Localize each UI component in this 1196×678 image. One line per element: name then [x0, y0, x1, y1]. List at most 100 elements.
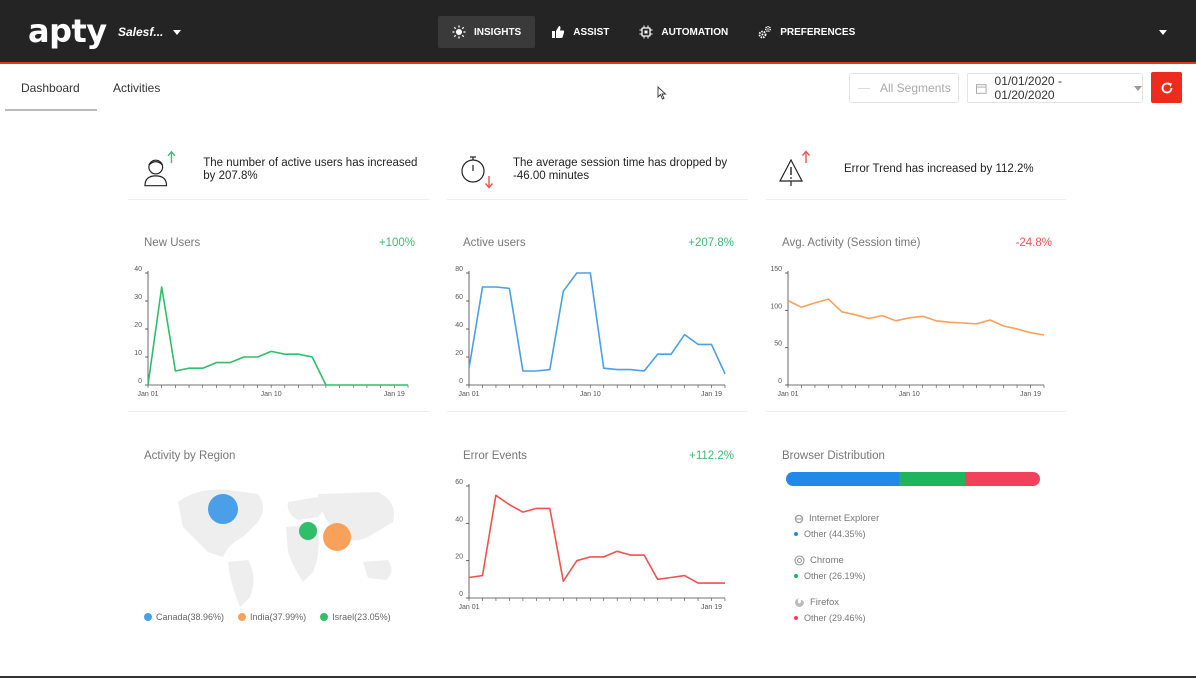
insight-session-time: The average session time has dropped by … [447, 140, 748, 200]
refresh-button[interactable] [1151, 72, 1182, 103]
tab-activities[interactable]: Activities [113, 81, 161, 95]
region-bubbles [208, 494, 351, 551]
warning-icon [779, 149, 811, 186]
nav-preferences[interactable]: PREFERENCES [744, 16, 869, 48]
browser-name: Chrome [810, 555, 844, 566]
nav-insights-label: INSIGHTS [474, 26, 522, 38]
user-menu-chevron-icon[interactable] [1159, 30, 1167, 35]
legend-dot [144, 613, 152, 621]
x-tick-label: Jan 01 [137, 391, 158, 398]
x-tick-label: Jan 01 [458, 391, 479, 398]
legend-item-india[interactable]: India(37.99%) [238, 612, 306, 622]
card-title: Active users [463, 237, 526, 249]
insight-error-trend: Error Trend has increased by 112.2% [766, 140, 1066, 200]
legend-label: Israel(23.05%) [332, 612, 391, 622]
browser-bar-segment[interactable] [965, 472, 1040, 486]
card-avg-activity: Avg. Activity (Session time) -24.8% 0 50 1… [766, 207, 1066, 412]
firefox-icon [795, 598, 804, 607]
tab-dashboard[interactable]: Dashboard [5, 66, 97, 111]
chrome-icon [794, 555, 805, 566]
main-nav: INSIGHTS ASSIST AUTOMATION PREFERENCES [438, 16, 871, 48]
y-tick-label: 40 [455, 322, 463, 329]
app-name: Salesf... [118, 25, 164, 39]
top-bar: apty Salesf... INSIGHTS ASSIST AUTOMATIO… [0, 0, 1196, 64]
series-line [787, 298, 1045, 336]
card-title: New Users [144, 237, 201, 249]
nav-insights[interactable]: INSIGHTS [438, 16, 536, 48]
legend-item-israel[interactable]: Israel(23.05%) [320, 612, 391, 622]
browser-dot [794, 532, 798, 536]
browser-name: Internet Explorer [809, 513, 880, 524]
browser-bar-segment[interactable] [898, 472, 966, 486]
series-line [468, 272, 726, 375]
card-title: Browser Distribution [782, 450, 885, 462]
thumbs-up-icon [552, 26, 565, 38]
browser-share: Other (26.19%) [804, 571, 866, 581]
insight-text: Error Trend has increased by 112.2% [844, 163, 1034, 175]
browser-bar-segment[interactable] [786, 472, 899, 486]
legend-label: India(37.99%) [250, 612, 307, 622]
chip-icon [639, 25, 653, 39]
y-tick-label: 10 [134, 350, 142, 357]
bubble-israel[interactable] [299, 522, 317, 540]
stopwatch-icon [461, 155, 494, 189]
y-tick-label: 20 [455, 554, 463, 561]
y-tick-label: 0 [459, 591, 463, 598]
y-tick-label: 20 [134, 322, 142, 329]
browser-name: Firefox [810, 597, 840, 608]
nav-assist-label: ASSIST [573, 26, 610, 38]
series-line [147, 286, 408, 386]
y-tick-label: 80 [455, 266, 463, 273]
bubble-canada[interactable] [208, 494, 238, 524]
app-switcher[interactable]: Salesf... [118, 25, 182, 39]
legend-item-canada[interactable]: Canada(38.96%) [144, 612, 224, 622]
segments-select[interactable]: All Segments [849, 73, 959, 103]
card-error-events: Error Events +112.2% 0 20 40 60 Jan 01 Jan 19 [447, 420, 748, 638]
nav-assist[interactable]: ASSIST [537, 16, 623, 48]
new-users-line-chart: 0 10 20 30 40 Jan 01 Jan 10 Jan 19 [134, 266, 409, 398]
x-tick-label: Jan 10 [580, 391, 601, 398]
calendar-icon [976, 83, 987, 94]
avg-activity-line-chart: 0 50 100 150 Jan 01 Jan 10 Jan 19 [770, 266, 1045, 398]
refresh-icon [1161, 82, 1172, 93]
y-tick-label: 150 [770, 266, 782, 273]
x-tick-label: Jan 10 [899, 391, 920, 398]
browser-item-ie: Internet Explorer Other (44.35%) [794, 513, 879, 539]
x-tick-label: Jan 01 [777, 391, 798, 398]
apty-logo[interactable]: apty [28, 12, 107, 50]
y-tick-label: 40 [455, 516, 463, 523]
card-browser-distribution: Browser Distribution Internet Explorer O… [766, 420, 1066, 638]
y-tick-label: 100 [770, 303, 782, 310]
y-tick-label: 0 [778, 378, 782, 385]
insight-text: The number of active users has increased… [203, 156, 418, 182]
y-tick-label: 40 [134, 266, 142, 273]
card-activity-by-region: Activity by Region Canada(38.96%) India(… [128, 420, 429, 638]
date-range-picker[interactable]: 01/01/2020 - 01/20/2020 [967, 73, 1143, 103]
card-delta: +112.2% [689, 450, 734, 462]
y-tick-label: 20 [455, 350, 463, 357]
y-tick-label: 30 [134, 294, 142, 301]
segment-divider [858, 87, 870, 89]
browser-share: Other (44.35%) [804, 529, 866, 539]
x-tick-label: Jan 19 [1020, 391, 1041, 398]
x-tick-label: Jan 10 [261, 391, 282, 398]
x-tick-label: Jan 19 [701, 391, 722, 398]
card-delta: +100% [378, 237, 415, 249]
card-title: Error Events [463, 450, 527, 462]
bubble-india[interactable] [323, 523, 351, 551]
browser-dot [794, 616, 798, 620]
nav-automation[interactable]: AUTOMATION [625, 16, 742, 48]
series-line [468, 494, 725, 584]
x-tick-label: Jan 19 [701, 604, 722, 611]
card-active-users: Active users +207.8% 0 20 40 60 80 Jan 01 Jan … [447, 207, 748, 412]
active-users-line-chart: 0 20 40 60 80 Jan 01 Jan 10 Jan 19 [455, 266, 726, 398]
x-tick-label: Jan 19 [384, 391, 405, 398]
card-title: Activity by Region [144, 450, 236, 462]
date-range-value: 01/01/2020 - 01/20/2020 [994, 74, 1062, 102]
segments-value: All Segments [880, 81, 951, 95]
browser-dot [794, 574, 798, 578]
browser-share-bar [786, 472, 1040, 486]
card-delta: +207.8% [688, 237, 734, 249]
mouse-cursor-icon [657, 86, 667, 100]
sub-tabs: Dashboard Activities [5, 66, 176, 111]
